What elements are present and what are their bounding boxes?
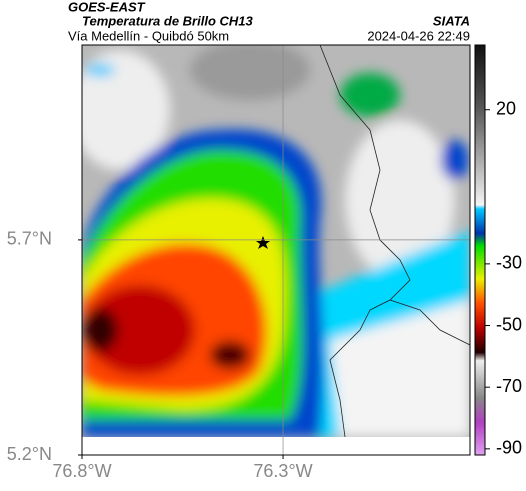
credit: SIATA <box>433 13 470 28</box>
title: Temperatura de Brillo CH13 <box>82 13 254 28</box>
datetime: 2024-04-26 22:49 <box>367 28 470 43</box>
colorbar-tick-label: -30 <box>496 253 522 273</box>
y-tick-label: 5.7°N <box>7 229 52 249</box>
colorbar-tick-label: 20 <box>496 98 516 118</box>
satellite-image <box>82 45 470 437</box>
colorbar-tick-label: -50 <box>496 314 522 334</box>
map-frame <box>81 44 471 456</box>
colorbar-tick-label: -90 <box>496 438 522 458</box>
x-tick-label: 76.8°W <box>52 461 111 481</box>
x-tick-label: 76.3°W <box>253 461 312 481</box>
colorbar <box>474 44 486 456</box>
source: GOES-EAST <box>68 0 146 14</box>
subtitle: Vía Medellín - Quibdó 50km <box>68 28 229 43</box>
colorbar-tick-label: -70 <box>496 376 522 396</box>
y-tick-label: 5.2°N <box>7 444 52 464</box>
